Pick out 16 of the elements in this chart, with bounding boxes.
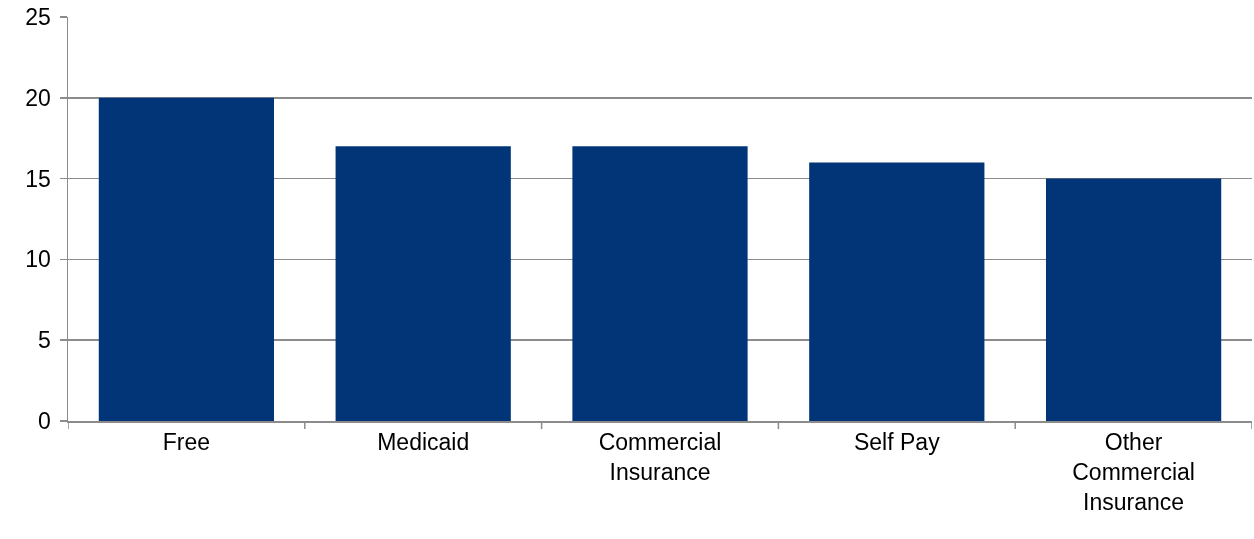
y-tick-label: 20 (25, 84, 51, 111)
y-tick-label: 5 (38, 327, 51, 354)
y-tick-label: 15 (25, 165, 51, 192)
x-tick-label: Medicaid (377, 429, 470, 456)
y-tick-label: 25 (25, 4, 51, 31)
x-tick-label: Other Commercial Insurance (1072, 429, 1195, 515)
y-tick-label: 10 (25, 246, 51, 273)
x-tick-label: Free (162, 429, 211, 456)
x-tick-label: Self Pay (853, 429, 941, 456)
bar (98, 97, 275, 421)
bar (809, 162, 985, 421)
bar (1045, 178, 1222, 421)
bar (572, 146, 748, 421)
bar (335, 146, 511, 421)
x-tick-label: Commercial Insurance (598, 429, 722, 485)
y-tick-label: 0 (38, 408, 51, 435)
